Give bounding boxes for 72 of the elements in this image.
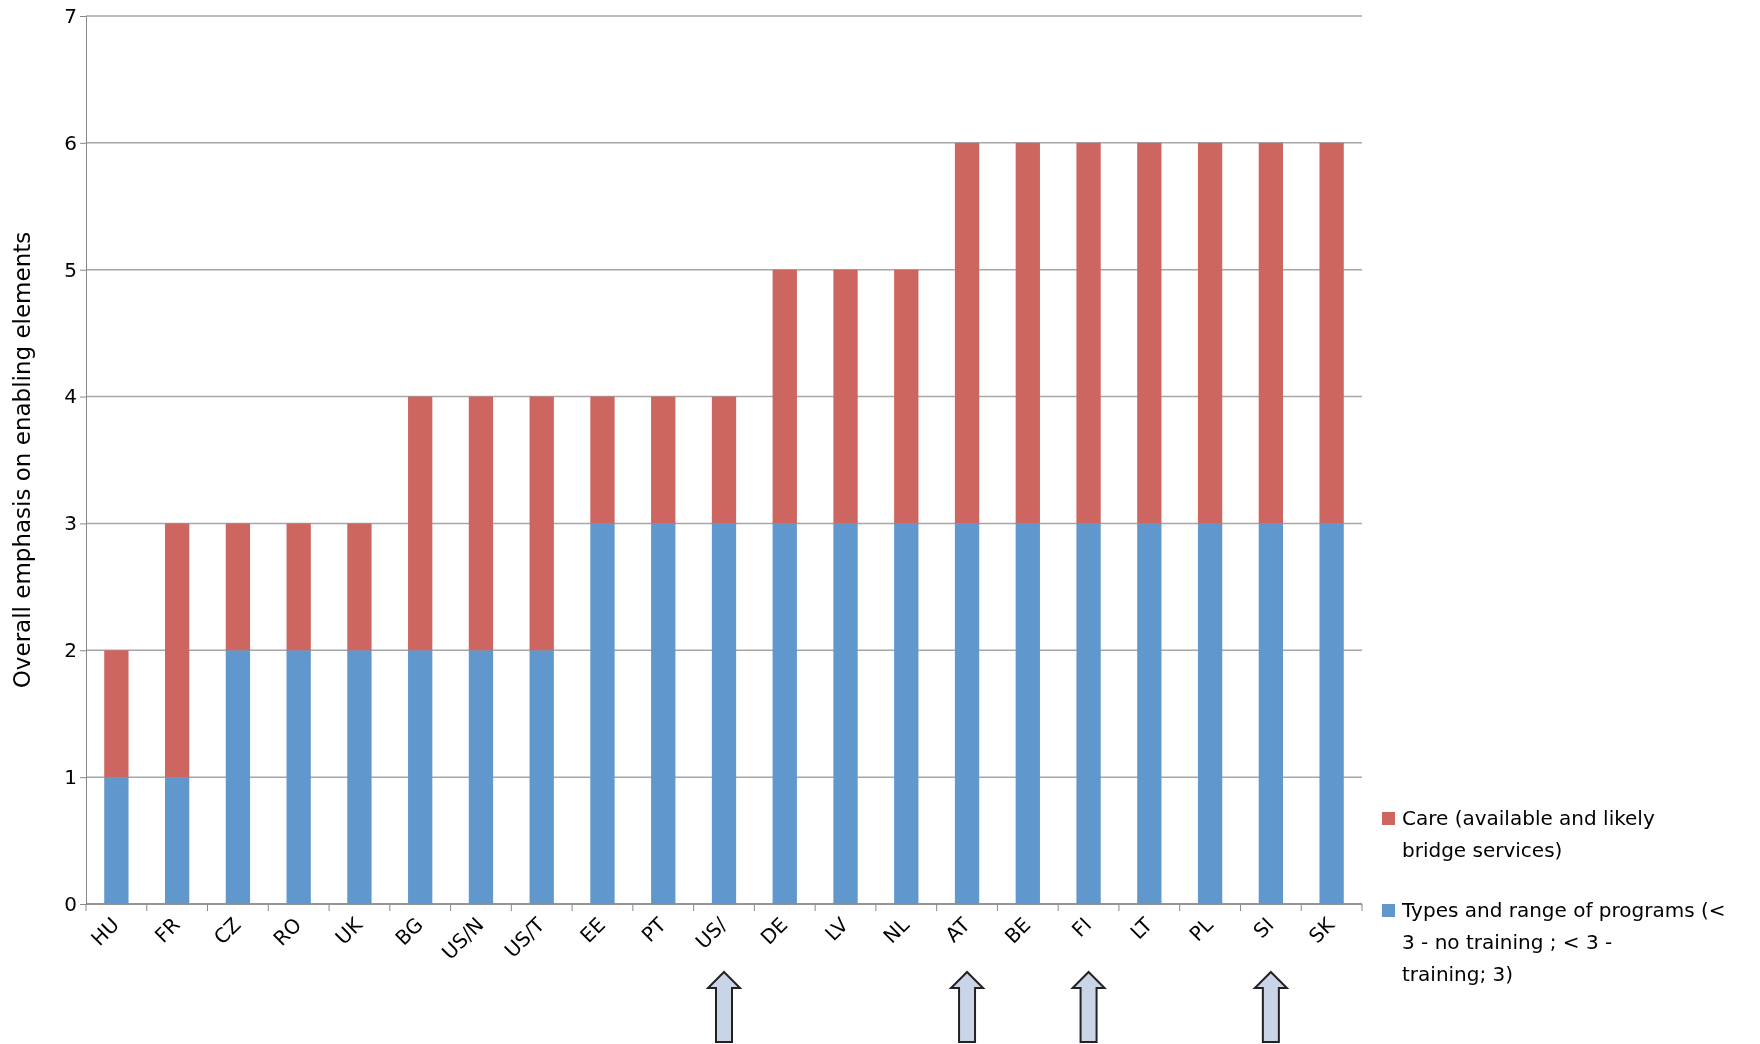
x-tick-label: EE	[575, 912, 611, 948]
x-tick-label: PT	[636, 912, 672, 947]
y-tick-label: 7	[64, 3, 77, 28]
x-tick-label: SI	[1248, 912, 1279, 943]
legend-label: Types and range of programs (< 3 - no training ; < 3 - training; 3)	[1401, 898, 1726, 986]
x-tick-label: RO	[268, 912, 307, 951]
bar	[408, 396, 433, 651]
bar	[468, 396, 494, 651]
bar	[225, 650, 251, 904]
bar	[833, 269, 858, 524]
y-tick-label: 5	[64, 257, 77, 282]
bar	[1197, 142, 1223, 524]
bar	[711, 523, 737, 904]
bar	[1015, 523, 1040, 904]
x-tick-label: PL	[1184, 911, 1219, 946]
y-tick-label: 2	[64, 638, 77, 663]
bar	[347, 650, 372, 904]
bar	[164, 523, 190, 778]
x-tick-label: AT	[940, 912, 976, 947]
bar	[468, 650, 494, 904]
x-tick-label: LV	[820, 912, 854, 946]
bar	[1258, 523, 1283, 904]
x-tick-label: UK	[330, 911, 368, 950]
bar	[225, 523, 251, 651]
bar	[1076, 523, 1101, 904]
bar	[104, 650, 129, 778]
bar	[529, 396, 554, 651]
bar	[408, 650, 433, 904]
bar	[954, 142, 980, 524]
x-tick-label: NL	[878, 911, 915, 948]
x-tick-label: FI	[1066, 912, 1097, 942]
y-axis-title: Overall emphasis on enabling elements	[9, 231, 35, 689]
bar	[1137, 523, 1162, 904]
x-tick-label: BG	[390, 912, 428, 950]
bar	[347, 523, 372, 651]
y-tick-label: 4	[64, 384, 77, 409]
bar	[590, 523, 615, 904]
y-tick-label: 6	[64, 130, 77, 155]
bar	[711, 396, 737, 524]
bar	[1319, 142, 1344, 524]
x-tick-label: LT	[1125, 912, 1158, 945]
bar	[1015, 142, 1040, 524]
y-tick-label: 3	[64, 511, 77, 536]
bar	[651, 396, 676, 524]
x-tick-label: BE	[999, 912, 1036, 949]
bar	[894, 269, 919, 524]
x-tick-label: DE	[755, 912, 793, 950]
bar	[529, 650, 554, 904]
y-tick-label: 1	[64, 765, 77, 790]
x-tick-label: SK	[1303, 911, 1340, 948]
legend-label: Care (available and likely bridge services)	[1402, 806, 1655, 862]
bar	[833, 523, 858, 904]
bar	[772, 269, 797, 524]
bar	[164, 777, 190, 904]
bar	[954, 523, 980, 904]
bar	[651, 523, 676, 904]
bar	[286, 523, 311, 651]
bar	[1258, 142, 1283, 524]
x-tick-label: HU	[85, 912, 124, 951]
x-tick-label: US/	[690, 912, 732, 954]
bar	[1137, 142, 1162, 524]
x-tick-label: FR	[149, 912, 185, 948]
bar	[1197, 523, 1223, 904]
bar	[590, 396, 615, 524]
bar	[1319, 523, 1344, 904]
bar	[1076, 142, 1101, 524]
bar	[894, 523, 919, 904]
bar	[286, 650, 311, 904]
bar	[104, 777, 129, 904]
y-tick-label: 0	[64, 891, 77, 916]
x-tick-label: CZ	[208, 912, 246, 950]
bar	[772, 523, 797, 904]
